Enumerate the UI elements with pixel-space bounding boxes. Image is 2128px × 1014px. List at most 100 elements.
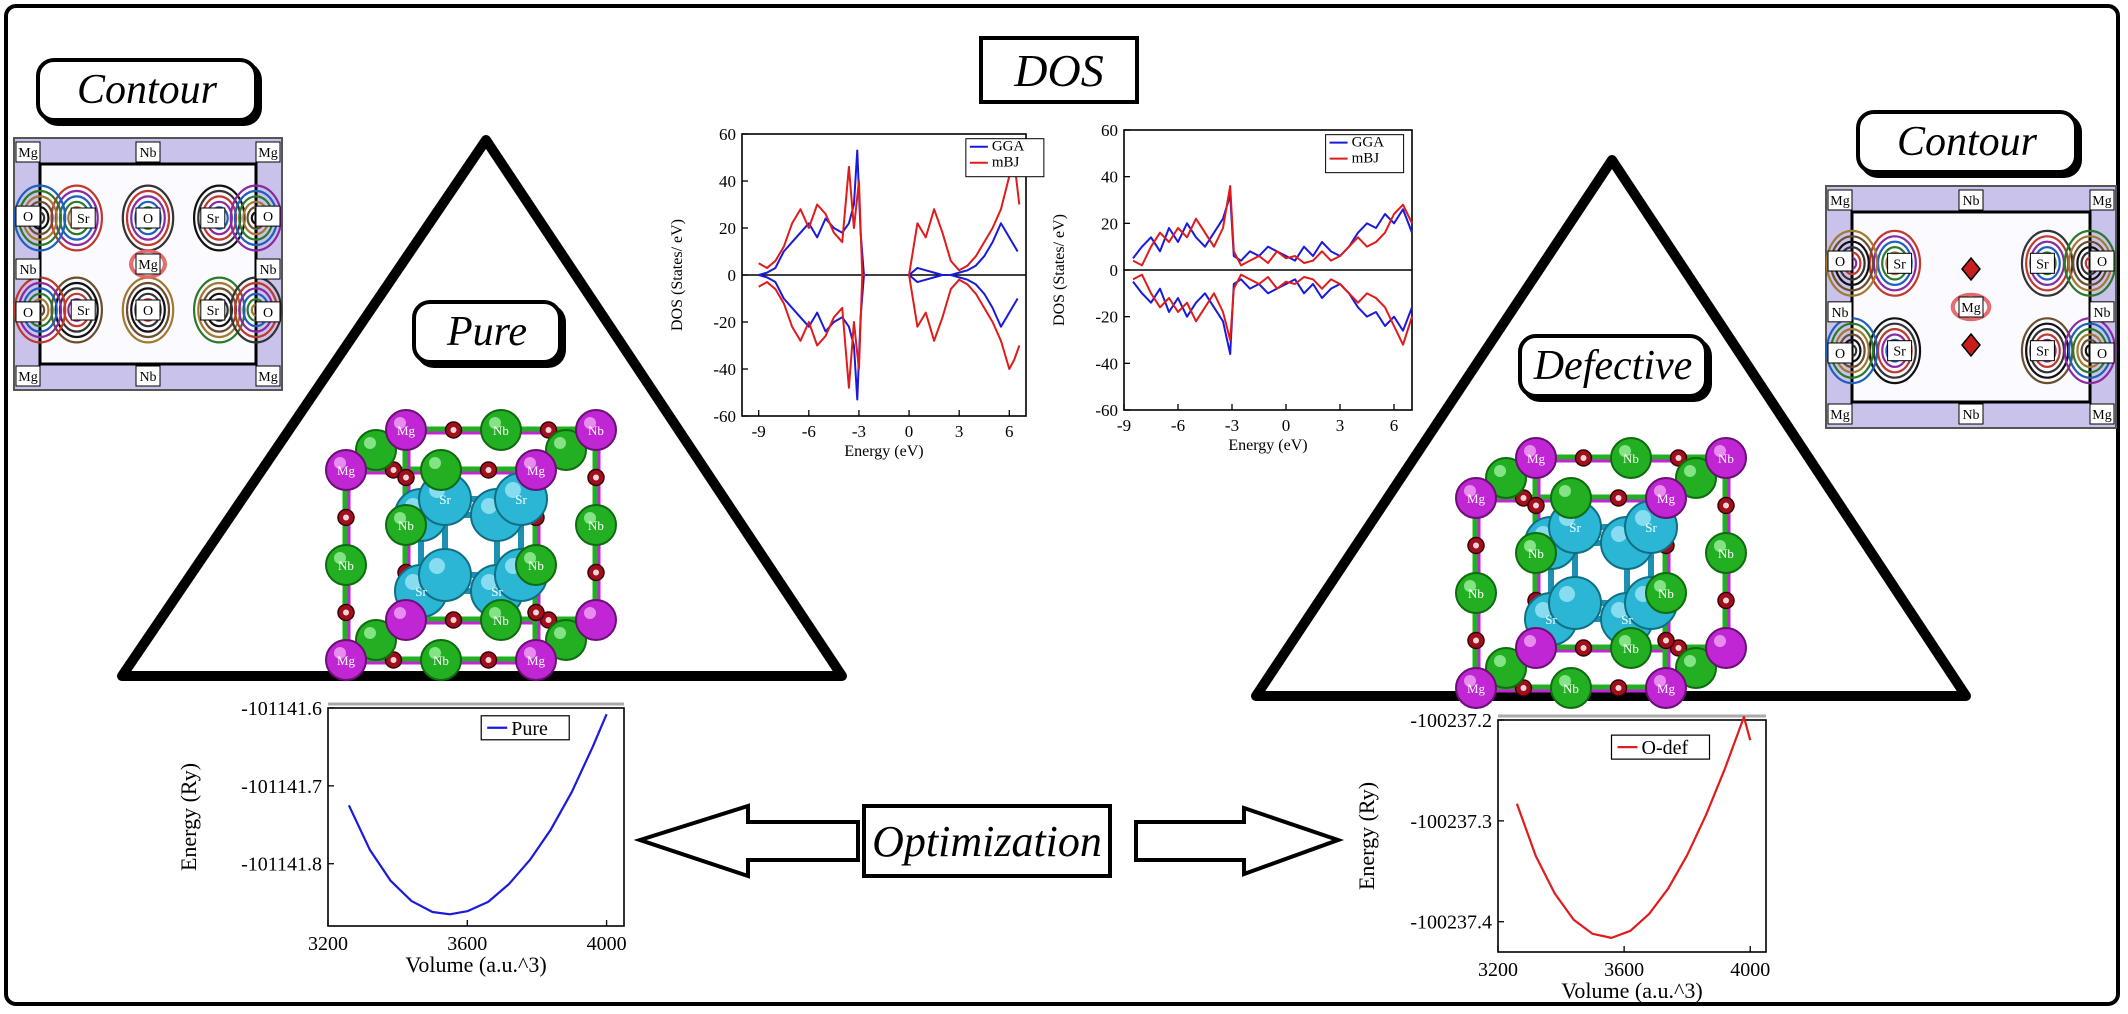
oxygen-atom-highlight (1723, 597, 1729, 604)
niobium-atom-highlight (1494, 655, 1506, 667)
legend-label: O-def (1642, 737, 1689, 759)
atom-label: Sr (1621, 612, 1633, 627)
contour-inner-label-box (2029, 340, 2055, 362)
contour-ring (125, 189, 171, 247)
contour-inner-label: Sr (2036, 345, 2049, 360)
oxygen-atom-highlight (1473, 542, 1479, 549)
x-tick-label: -9 (752, 422, 766, 441)
contour-edge-label: O (263, 306, 273, 321)
strontium-atom (418, 548, 472, 602)
magnesium-atom-highlight (584, 417, 596, 429)
contour-inner-label: Sr (77, 212, 90, 227)
oxygen-atom-highlight (450, 427, 457, 433)
plot-frame (327, 707, 625, 927)
contour-edge-label: Nb (2093, 306, 2110, 321)
atom-label: Nb (493, 613, 509, 628)
niobium-atom-highlight (1684, 655, 1696, 667)
y-tick-label: -60 (713, 407, 736, 426)
dos-series-up (908, 222, 1019, 276)
contour-edge-label: Nb (1962, 194, 1979, 209)
oxygen-atom-highlight (545, 427, 552, 433)
atom-label: Nb (588, 518, 604, 533)
contour-inner-label-box (135, 207, 161, 229)
y-tick-label: -101141.6 (241, 698, 322, 720)
legend-label: GGA (992, 139, 1025, 155)
niobium-atom-highlight (554, 437, 566, 449)
niobium-atom-highlight (1619, 635, 1631, 647)
magnesium-atom-highlight (394, 607, 406, 619)
contour-edge-label-box (255, 205, 281, 227)
contour-inner-label: Sr (2036, 257, 2049, 272)
contour-edge-label-box (15, 205, 41, 227)
atom-label: Nb (338, 558, 354, 573)
oxygen-atom-highlight (1580, 645, 1587, 651)
oxygen-atom-highlight (485, 467, 492, 473)
oxygen-atom-highlight (450, 617, 457, 623)
contour-ring (134, 292, 162, 328)
contour-edge-label: Mg (2092, 194, 2111, 209)
oxygen-atom-highlight (1520, 495, 1527, 501)
atom-label: Mg (337, 463, 356, 478)
contour-right-label: Contour (1896, 119, 2038, 165)
dos-title: DOS (1014, 44, 1104, 96)
defective-label-box: Defective (1518, 334, 1708, 398)
niobium-atom-highlight (1559, 485, 1571, 497)
crystal-structure-defective: Mg Nb Nb Mg Mg Nb Sr Sr Nb Nb Nb Sr Sr Nb Mg Nb Nb Mg (1455, 437, 1747, 709)
oxygen-atom-highlight (1473, 637, 1479, 644)
x-axis-label: Volume (a.u.^3) (405, 952, 546, 977)
x-tick-label: 3 (955, 422, 964, 441)
atom-label: Sr (491, 584, 503, 599)
dos-series-up (758, 149, 868, 276)
atom-label: Mg (527, 463, 546, 478)
x-tick-label: 4000 (587, 933, 627, 955)
atom-label: Sr (1545, 612, 1557, 627)
contour-edge-label: Nb (259, 263, 276, 278)
atom-label: Mg (1527, 451, 1546, 466)
strontium-atom (1548, 576, 1602, 630)
niobium-atom-highlight (429, 457, 441, 469)
magnesium-atom-highlight (1714, 445, 1726, 457)
contour-edge-label-box (1827, 250, 1853, 272)
x-axis-label: Volume (a.u.^3) (1561, 978, 1702, 1003)
magnesium-atom-highlight (334, 647, 346, 659)
contour-edge-label-box (2089, 250, 2115, 272)
atom-label: Nb (1528, 546, 1544, 561)
contour-edge-label: O (2097, 347, 2107, 362)
x-tick-label: -6 (802, 422, 816, 441)
y-tick-label: -60 (1095, 401, 1118, 420)
niobium-atom-highlight (489, 607, 501, 619)
x-tick-label: 6 (1390, 416, 1399, 435)
oxygen-atom-highlight (343, 514, 349, 521)
magnesium-atom (1515, 627, 1557, 669)
magnesium-atom-highlight (1464, 485, 1476, 497)
strontium-atom-highlight (1635, 510, 1651, 526)
dos-series-up (1132, 185, 1413, 267)
contour-edge-label-box (1827, 342, 1853, 364)
contour-inner-label: Sr (207, 212, 220, 227)
contour-inner-label-box (1887, 340, 1913, 362)
contour-ring (13, 184, 67, 252)
contour-line (131, 251, 165, 277)
niobium-atom-highlight (429, 647, 441, 659)
contour-ring (130, 195, 166, 241)
contour-edge-label: Mg (258, 370, 277, 385)
y-tick-label: -100237.3 (1410, 811, 1492, 833)
contour-edge-label: Mg (18, 370, 37, 385)
strontium-atom-highlight (429, 558, 445, 574)
contour-left-box: Contour (36, 58, 258, 122)
vacancy-marker (1961, 256, 1981, 282)
atom-label: Nb (1593, 566, 1609, 581)
atom-label: Nb (1468, 586, 1484, 601)
atom-label: Mg (1657, 491, 1676, 506)
contour-edge-label-box (255, 258, 281, 280)
contour-inner-label-box (135, 253, 161, 275)
magnesium-atom-highlight (1524, 635, 1536, 647)
oxygen-atom-highlight (1663, 637, 1669, 644)
contour-ring (130, 287, 166, 333)
strontium-atom-highlight (481, 498, 497, 514)
y-tick-label: -40 (1095, 354, 1118, 373)
defective-label: Defective (1533, 343, 1693, 389)
optimization-box: Optimization (862, 804, 1112, 878)
strontium-atom-highlight (1559, 586, 1575, 602)
